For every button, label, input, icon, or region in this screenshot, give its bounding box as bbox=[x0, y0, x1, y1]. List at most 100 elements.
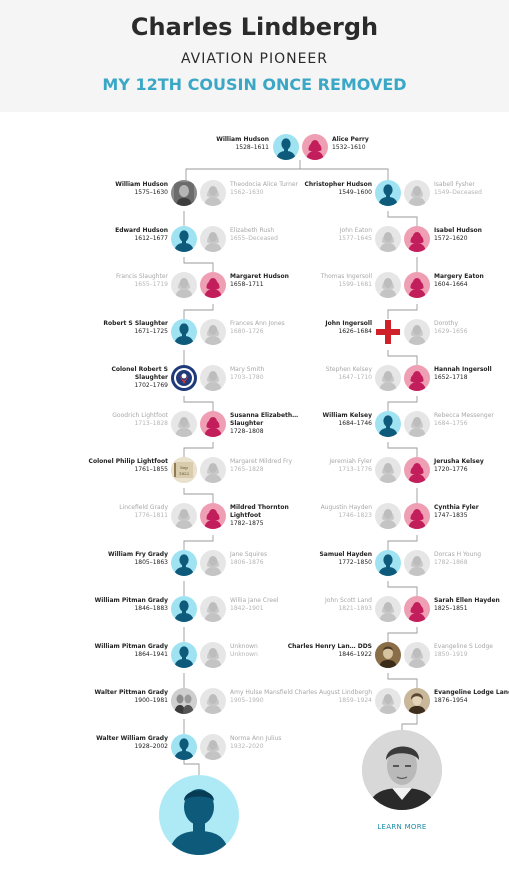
person-label[interactable]: William Hudson 1575–1630 bbox=[78, 181, 168, 197]
person-label[interactable]: Alice Perry 1532–1610 bbox=[332, 136, 422, 152]
right-blood-avatar[interactable] bbox=[404, 503, 430, 529]
left-spouse-avatar[interactable] bbox=[200, 226, 226, 252]
person-label[interactable]: William Pitman Grady 1846–1883 bbox=[78, 597, 168, 613]
right-blood-avatar[interactable] bbox=[404, 365, 430, 391]
right-blood-avatar[interactable] bbox=[375, 642, 401, 668]
person-label[interactable]: Augustin Hayden 1746–1823 bbox=[282, 504, 372, 520]
person-label[interactable]: Mildred Thornton Lightfoot 1782–1875 bbox=[230, 504, 320, 528]
person-label[interactable]: Stephen Kelsey 1647–1710 bbox=[282, 366, 372, 382]
left-blood-avatar[interactable] bbox=[171, 550, 197, 576]
root-blood-avatar[interactable] bbox=[273, 134, 299, 160]
person-label[interactable]: Francis Slaughter 1655–1719 bbox=[78, 273, 168, 289]
person-label[interactable]: Goodrich Lightfoot 1713–1828 bbox=[78, 412, 168, 428]
person-label[interactable]: Margaret Mildred Fry 1765–1828 bbox=[230, 458, 320, 474]
person-label[interactable]: Isabell Fysher 1549–Deceased bbox=[434, 181, 509, 197]
left-spouse-avatar[interactable] bbox=[200, 319, 226, 345]
person-label[interactable]: Willia Jane Creel 1842–1901 bbox=[230, 597, 320, 613]
person-label[interactable]: Lincefield Grady 1776–1811 bbox=[78, 504, 168, 520]
left-spouse-avatar[interactable] bbox=[200, 180, 226, 206]
person-label[interactable]: William Hudson 1528–1611 bbox=[179, 136, 269, 152]
person-label[interactable]: John Ingersoll 1626–1684 bbox=[282, 320, 372, 336]
person-label[interactable]: Rebecca Messenger 1684–1756 bbox=[434, 412, 509, 428]
person-label[interactable]: Norma Ann Julius 1932–2020 bbox=[230, 735, 320, 751]
person-label[interactable]: Isabel Hudson 1572–1620 bbox=[434, 227, 509, 243]
right-blood-avatar[interactable] bbox=[375, 180, 401, 206]
person-label[interactable]: Evangeline Lodge Land 1876–1954 bbox=[434, 689, 509, 705]
right-spouse-avatar[interactable] bbox=[404, 319, 430, 345]
person-label[interactable]: Susanna Elizabeth… Slaughter 1728–1808 bbox=[230, 412, 320, 436]
left-spouse-avatar[interactable] bbox=[200, 596, 226, 622]
left-spouse-avatar[interactable] bbox=[200, 734, 226, 760]
person-label[interactable]: Jane Squires 1806–1876 bbox=[230, 551, 320, 567]
right-blood-avatar[interactable] bbox=[404, 272, 430, 298]
left-blood-avatar[interactable] bbox=[171, 226, 197, 252]
right-spouse-avatar[interactable] bbox=[375, 596, 401, 622]
person-label[interactable]: Evangeline S Lodge 1850–1919 bbox=[434, 643, 509, 659]
left-spouse-avatar[interactable] bbox=[200, 365, 226, 391]
left-spouse-avatar[interactable] bbox=[171, 411, 197, 437]
person-label[interactable]: Samuel Hayden 1772–1850 bbox=[282, 551, 372, 567]
right-spouse-avatar[interactable] bbox=[404, 180, 430, 206]
right-blood-avatar[interactable] bbox=[404, 688, 430, 714]
person-label[interactable]: Theodocia Alice Turner 1562–1630 bbox=[230, 181, 320, 197]
left-blood-avatar[interactable] bbox=[200, 411, 226, 437]
left-spouse-avatar[interactable] bbox=[171, 503, 197, 529]
person-label[interactable]: Walter Pittman Grady 1900–1981 bbox=[78, 689, 169, 705]
person-label[interactable]: Charles August Lindbergh 1859–1924 bbox=[282, 689, 372, 705]
me-avatar[interactable] bbox=[159, 775, 239, 855]
right-spouse-avatar[interactable] bbox=[404, 642, 430, 668]
left-blood-avatar[interactable]: Sep 1822 bbox=[171, 457, 197, 483]
left-blood-avatar[interactable] bbox=[171, 734, 197, 760]
person-label[interactable]: Colonel Philip Lightfoot 1761–1855 bbox=[78, 458, 168, 474]
person-label[interactable]: John Eaton 1577–1645 bbox=[282, 227, 372, 243]
right-spouse-avatar[interactable] bbox=[375, 457, 401, 483]
person-label[interactable]: Jeremiah Fyler 1713–1776 bbox=[282, 458, 372, 474]
person-label[interactable]: John Scott Land 1821–1893 bbox=[282, 597, 372, 613]
right-spouse-avatar[interactable] bbox=[404, 411, 430, 437]
person-label[interactable]: Mary Smith 1703–1780 bbox=[230, 366, 320, 382]
left-blood-avatar[interactable] bbox=[171, 688, 197, 714]
left-blood-avatar[interactable] bbox=[171, 180, 197, 206]
person-label[interactable]: Charles Henry Lan… DDS 1846–1922 bbox=[282, 643, 372, 659]
person-label[interactable]: Amy Hulse Mansfield 1905–1990 bbox=[230, 689, 320, 705]
right-spouse-avatar[interactable] bbox=[375, 272, 401, 298]
left-blood-avatar[interactable] bbox=[200, 503, 226, 529]
person-label[interactable]: Sarah Ellen Hayden 1825–1851 bbox=[434, 597, 509, 613]
right-blood-avatar[interactable] bbox=[404, 457, 430, 483]
person-label[interactable]: Elizabeth Rush 1655–Deceased bbox=[230, 227, 320, 243]
person-label[interactable]: Walter William Grady 1928–2002 bbox=[78, 735, 168, 751]
person-label[interactable]: William Pitman Grady 1864–1941 bbox=[78, 643, 168, 659]
left-spouse-avatar[interactable] bbox=[200, 688, 226, 714]
person-label[interactable]: Dorcas H Young 1782–1868 bbox=[434, 551, 509, 567]
learn-more-link[interactable]: LEARN MORE bbox=[377, 823, 427, 831]
subject-portrait[interactable] bbox=[362, 730, 442, 810]
root-spouse-avatar[interactable] bbox=[302, 134, 328, 160]
person-label[interactable]: William Fry Grady 1805–1863 bbox=[78, 551, 168, 567]
left-blood-avatar[interactable] bbox=[171, 596, 197, 622]
person-label[interactable]: William Kelsey 1684–1746 bbox=[282, 412, 372, 428]
person-label[interactable]: Cynthia Fyler 1747–1835 bbox=[434, 504, 509, 520]
left-spouse-avatar[interactable] bbox=[171, 272, 197, 298]
person-label[interactable]: Edward Hudson 1612–1677 bbox=[78, 227, 168, 243]
left-blood-avatar[interactable] bbox=[171, 642, 197, 668]
person-label[interactable]: Hannah Ingersoll 1652–1718 bbox=[434, 366, 509, 382]
right-blood-avatar[interactable] bbox=[404, 226, 430, 252]
person-label[interactable]: Frances Ann Jones 1680–1726 bbox=[230, 320, 320, 336]
right-spouse-avatar[interactable] bbox=[375, 503, 401, 529]
right-blood-avatar[interactable] bbox=[375, 319, 401, 345]
person-label[interactable]: Margery Eaton 1604–1664 bbox=[434, 273, 509, 289]
left-blood-avatar[interactable] bbox=[171, 365, 197, 391]
right-spouse-avatar[interactable] bbox=[404, 550, 430, 576]
right-spouse-avatar[interactable] bbox=[375, 226, 401, 252]
person-label[interactable]: Christopher Hudson 1549–1600 bbox=[282, 181, 373, 197]
left-blood-avatar[interactable] bbox=[200, 272, 226, 298]
person-label[interactable]: Colonel Robert S Slaughter 1702–1769 bbox=[78, 366, 168, 390]
person-label[interactable]: Dorothy 1629–1656 bbox=[434, 320, 509, 336]
right-blood-avatar[interactable] bbox=[404, 596, 430, 622]
right-spouse-avatar[interactable] bbox=[375, 365, 401, 391]
right-blood-avatar[interactable] bbox=[375, 411, 401, 437]
person-label[interactable]: Unknown Unknown bbox=[230, 643, 320, 659]
right-spouse-avatar[interactable] bbox=[375, 688, 401, 714]
person-label[interactable]: Jerusha Kelsey 1720–1776 bbox=[434, 458, 509, 474]
person-label[interactable]: Margaret Hudson 1658–1711 bbox=[230, 273, 320, 289]
